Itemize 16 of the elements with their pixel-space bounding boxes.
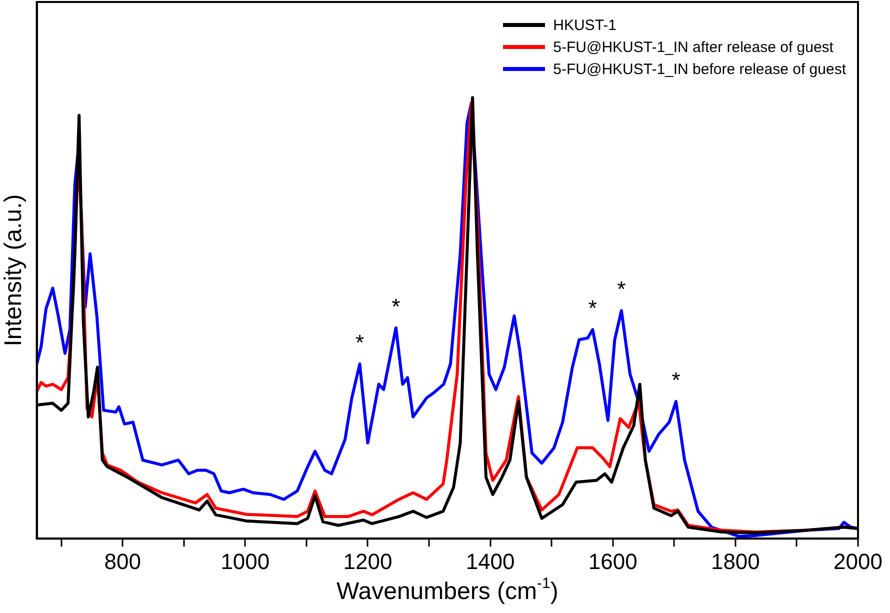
legend-label: HKUST-1 [553,16,616,34]
x-tick-label: 800 [104,548,141,574]
annotation: * [617,276,626,302]
x-tick-label: 1200 [343,548,392,574]
x-tick-label: 2000 [834,548,882,574]
legend-label: 5-FU@HKUST-1_IN before release of guest [553,60,846,78]
y-axis-title: Intensity (a.u.) [0,194,28,346]
x-tick-label: 1000 [220,548,270,574]
annotation: * [392,294,401,319]
annotation: * [588,296,598,321]
x-tick-label: 1400 [466,548,515,574]
x-tick-label: 1600 [588,548,638,574]
x-tick-label: 1800 [710,548,760,574]
annotation: * [355,330,364,356]
annotation: * [672,368,681,393]
legend-label: 5-FU@HKUST-1_IN after release of guest [553,38,834,56]
